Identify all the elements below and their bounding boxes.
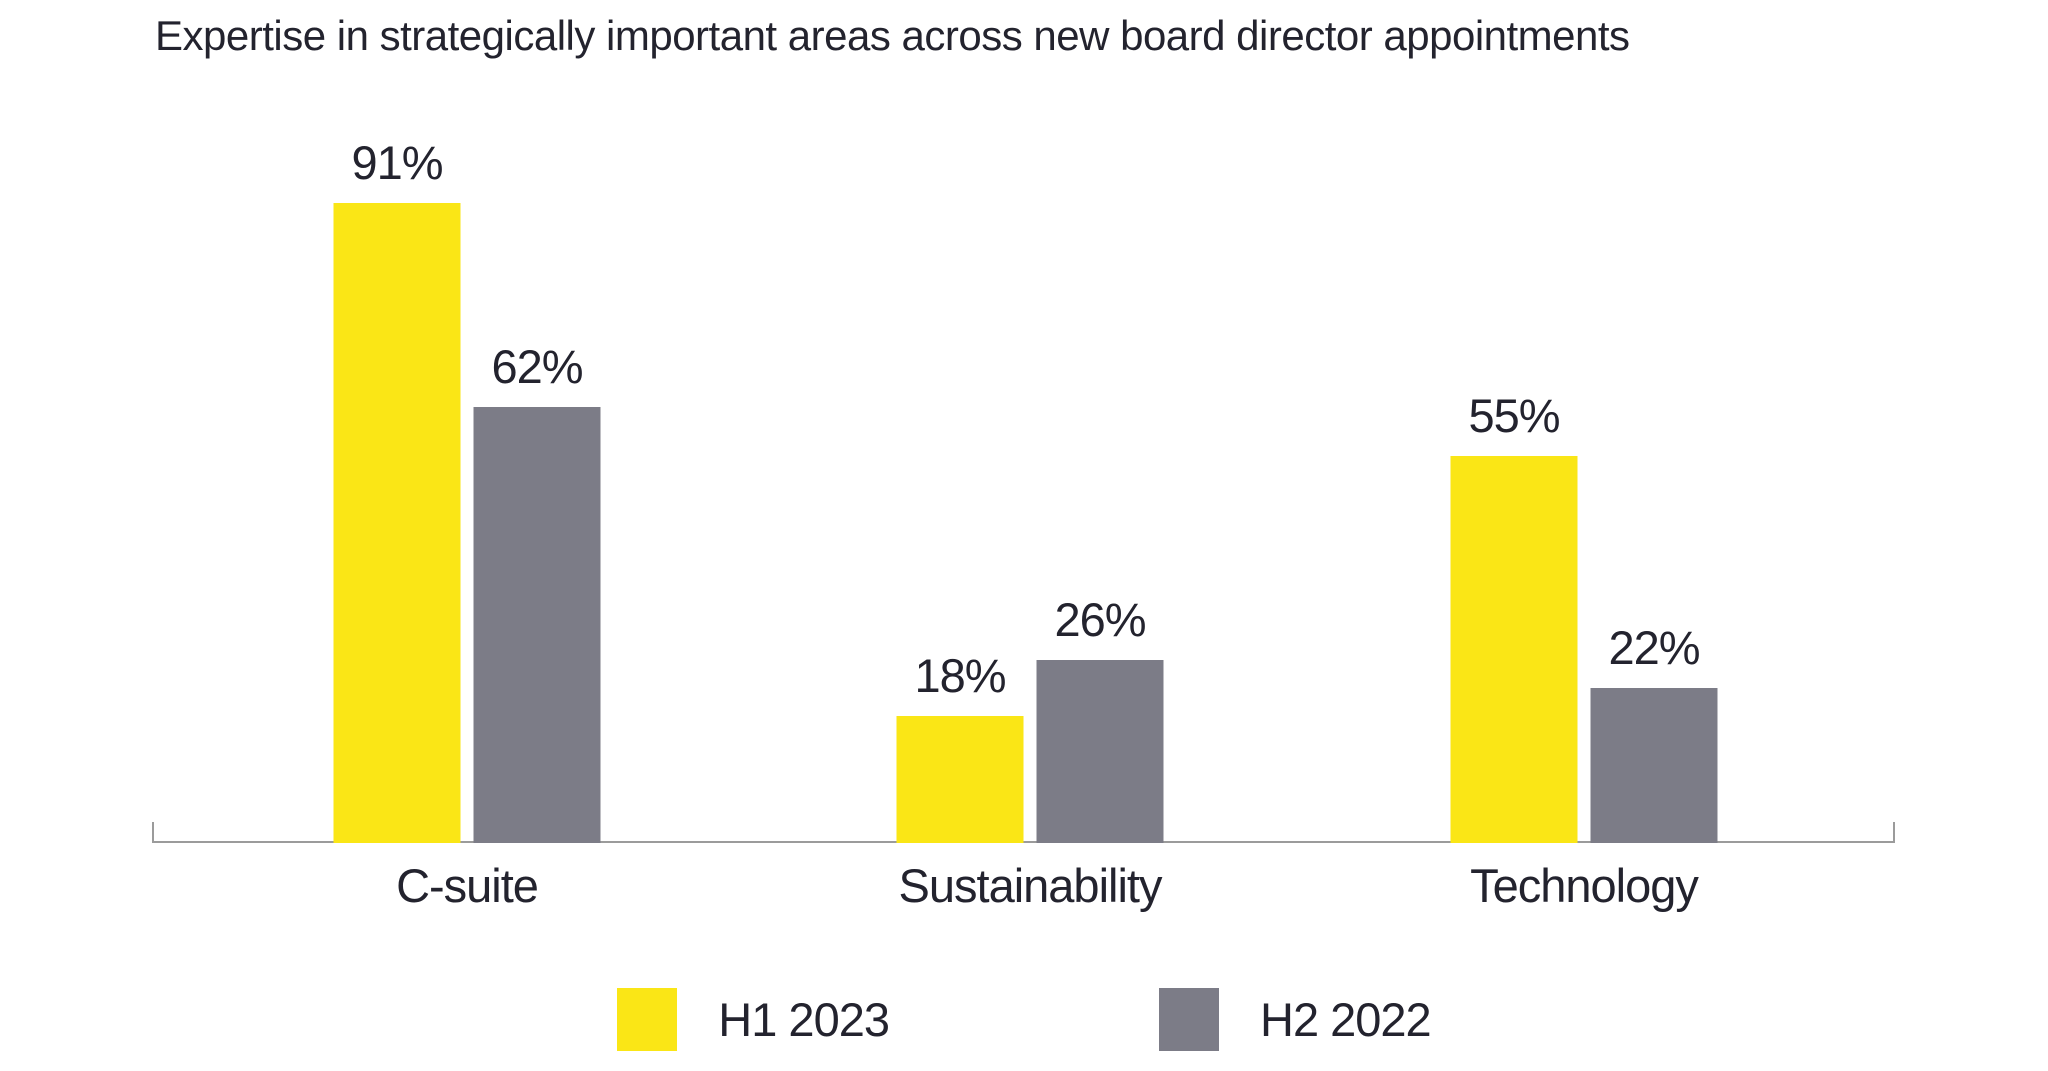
bar-group: 91% 62% (333, 135, 601, 843)
bar-with-label: 22% (1590, 620, 1718, 843)
bar-value-label: 91% (351, 136, 443, 189)
bar-h1-2023 (333, 203, 461, 843)
category-label: C-suite (396, 859, 539, 912)
legend-swatch-h2-2022-icon (1159, 988, 1219, 1051)
chart-title: Expertise in strategically important are… (155, 12, 1630, 59)
bar-value-label: 55% (1468, 389, 1560, 442)
bar-with-label: 91% (333, 135, 461, 843)
category-label: Technology (1470, 859, 1699, 912)
bar-group: 55% 22% (1450, 388, 1718, 843)
bar-value-label: 26% (1054, 593, 1146, 646)
bar-value-label: 62% (491, 340, 583, 393)
bar-value-label: 18% (914, 649, 1006, 702)
legend: H1 2023 H2 2022 (0, 988, 2048, 1051)
plot-area: 91% 62% 18% 26% 55% 22% (152, 0, 1895, 843)
bar-h2-2022 (1036, 660, 1164, 843)
bar-h1-2023 (1450, 456, 1578, 843)
bar-with-label: 26% (1036, 592, 1164, 843)
legend-label-h2-2022: H2 2022 (1260, 993, 1432, 1046)
category-label: Sustainability (898, 859, 1163, 912)
bar-h2-2022 (473, 407, 601, 843)
legend-swatch-h1-2023-icon (617, 988, 678, 1051)
bar-h2-2022 (1590, 688, 1718, 843)
x-axis-line (152, 822, 1895, 843)
bar-group: 18% 26% (896, 592, 1164, 843)
legend-label-h1-2023: H1 2023 (718, 993, 890, 1046)
bar-with-label: 62% (473, 339, 601, 843)
bar-h1-2023 (896, 716, 1024, 843)
bar-with-label: 18% (896, 648, 1024, 843)
bar-value-label: 22% (1608, 621, 1700, 674)
bar-with-label: 55% (1450, 388, 1578, 843)
legend-item-h1-2023: H1 2023 (617, 988, 890, 1051)
legend-item-h2-2022: H2 2022 (1159, 988, 1432, 1051)
